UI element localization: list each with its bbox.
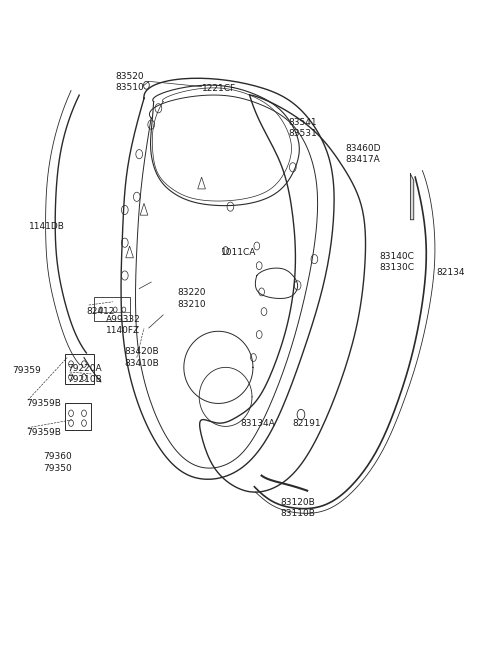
Text: 83220
83210: 83220 83210 [178, 289, 206, 308]
Text: 83140C
83130C: 83140C 83130C [379, 253, 414, 272]
Text: 82134: 82134 [437, 268, 465, 277]
Text: 79360
79350: 79360 79350 [43, 453, 72, 472]
Bar [94, 297, 130, 321]
Text: 1141DB: 1141DB [29, 222, 65, 231]
Text: 82412: 82412 [86, 307, 115, 316]
Text: 79359: 79359 [12, 366, 41, 375]
Text: A99332
1140FZ: A99332 1140FZ [106, 315, 140, 335]
Text: 83120B
83110B: 83120B 83110B [280, 499, 315, 518]
Text: 1011CA: 1011CA [221, 248, 256, 257]
Text: 82191: 82191 [293, 419, 322, 428]
Text: 1221CF: 1221CF [202, 84, 236, 93]
Bar [65, 403, 91, 430]
Polygon shape [410, 174, 414, 220]
Text: 79359B: 79359B [26, 428, 61, 438]
Text: 79359B: 79359B [26, 399, 61, 408]
Text: 83134A: 83134A [240, 419, 275, 428]
Text: 83520
83510: 83520 83510 [115, 72, 144, 92]
Bar [65, 354, 94, 384]
Text: 83420B
83410B: 83420B 83410B [125, 348, 159, 367]
Text: 79220A
79210B: 79220A 79210B [67, 364, 102, 384]
Text: 83541
83531: 83541 83531 [288, 118, 317, 138]
Text: 83460D
83417A: 83460D 83417A [346, 144, 381, 164]
